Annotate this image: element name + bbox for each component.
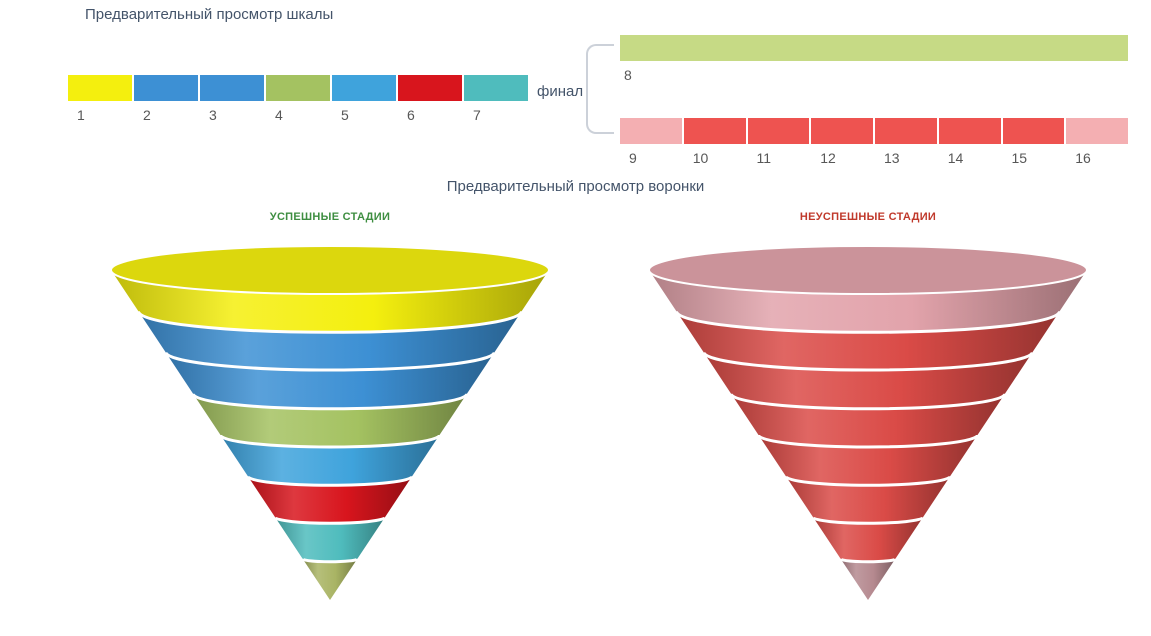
funnel-layer-8 bbox=[840, 558, 896, 600]
funnel-separator bbox=[164, 351, 496, 372]
stage-2: 2 bbox=[134, 75, 198, 123]
stage-color-swatch bbox=[875, 118, 937, 144]
scale-preview-title: Предварительный просмотр шкалы bbox=[85, 6, 334, 23]
funnel-separator bbox=[729, 393, 1007, 411]
stage-color-swatch bbox=[747, 118, 810, 144]
funnel-separator bbox=[784, 475, 952, 487]
stage-number-label: 14 bbox=[947, 150, 964, 166]
final-bracket bbox=[586, 44, 614, 134]
stage-5: 5 bbox=[332, 75, 396, 123]
stage-number-label: 3 bbox=[209, 107, 217, 123]
final-stage-bar: 8 bbox=[620, 35, 1128, 83]
funnel-layer-2 bbox=[676, 311, 1060, 371]
stage-1: 1 bbox=[68, 75, 132, 123]
funnel-layer-3 bbox=[165, 352, 495, 409]
fail-funnel-label: НЕУСПЕШНЫЕ СТАДИИ bbox=[799, 211, 937, 223]
funnel-layer-5 bbox=[220, 435, 440, 486]
stage-color-swatch bbox=[620, 35, 1128, 61]
stage-number-label: 7 bbox=[473, 107, 481, 123]
stage-number-label: 1 bbox=[77, 107, 85, 123]
stage-3: 3 bbox=[200, 75, 264, 123]
stage-16: 16 bbox=[1066, 118, 1128, 166]
funnel-preview-title: Предварительный просмотр воронки bbox=[446, 178, 705, 195]
stage-14: 14 bbox=[938, 118, 1001, 166]
stage-number-label: 11 bbox=[756, 150, 772, 166]
funnel-layer-7 bbox=[813, 517, 923, 562]
funnel-layer-6 bbox=[785, 476, 951, 524]
stage-number-label: 9 bbox=[629, 150, 637, 166]
success-stage-row: 1 2 3 4 5 6 7 bbox=[68, 75, 528, 123]
stage-color-swatch bbox=[200, 75, 264, 101]
stage-number-label: 6 bbox=[407, 107, 415, 123]
stage-number-label: 16 bbox=[1075, 150, 1091, 166]
stage-color-swatch bbox=[620, 118, 682, 144]
stage-color-swatch bbox=[464, 75, 528, 101]
funnel-separator bbox=[246, 475, 414, 487]
funnel-separator bbox=[674, 310, 1062, 334]
stage-15: 15 bbox=[1002, 118, 1065, 166]
stage-number-label: 10 bbox=[692, 150, 709, 166]
stage-color-swatch bbox=[68, 75, 132, 101]
success-funnel-chart bbox=[110, 245, 550, 600]
stage-4: 4 bbox=[266, 75, 330, 123]
stage-13: 13 bbox=[875, 118, 937, 166]
stage-number-label: 12 bbox=[820, 150, 836, 166]
stage-color-swatch bbox=[683, 118, 746, 144]
funnel-layer-6 bbox=[247, 476, 413, 524]
stage-color-swatch bbox=[266, 75, 330, 101]
funnel-layer-8 bbox=[302, 558, 358, 600]
stage-color-swatch bbox=[938, 118, 1001, 144]
funnel-separator bbox=[219, 434, 441, 449]
stage-number-label: 8 bbox=[624, 67, 632, 83]
stage-number-label: 5 bbox=[341, 107, 349, 123]
success-funnel-label: УСПЕШНЫЕ СТАДИИ bbox=[269, 211, 391, 223]
stage-6: 6 bbox=[398, 75, 462, 123]
funnel-layer-1 bbox=[111, 270, 549, 333]
funnel-separator bbox=[136, 310, 524, 334]
funnel-layer-5 bbox=[758, 435, 978, 486]
funnel-separator bbox=[839, 557, 897, 564]
funnel-layer-3 bbox=[703, 352, 1033, 409]
stage-color-swatch bbox=[811, 118, 873, 144]
fail-funnel-chart bbox=[648, 245, 1088, 600]
fail-stage-row: 9 10 11 12 13 14 15 16 bbox=[620, 118, 1128, 166]
funnel-layer-2 bbox=[138, 311, 522, 371]
stage-number-label: 15 bbox=[1011, 150, 1028, 166]
stage-color-swatch bbox=[332, 75, 396, 101]
stage-color-swatch bbox=[398, 75, 462, 101]
final-label: финал bbox=[537, 83, 584, 100]
stage-number-label: 4 bbox=[275, 107, 283, 123]
stage-11: 11 bbox=[747, 118, 810, 166]
funnel-separator bbox=[301, 557, 359, 564]
funnel-separator bbox=[811, 516, 925, 525]
funnel-layer-1 bbox=[649, 270, 1087, 333]
stage-color-swatch bbox=[1002, 118, 1065, 144]
stage-number-label: 13 bbox=[884, 150, 900, 166]
stage-8: 8 bbox=[620, 35, 1128, 83]
funnel-layer-7 bbox=[275, 517, 385, 562]
funnel-separator bbox=[757, 434, 979, 449]
stage-10: 10 bbox=[683, 118, 746, 166]
stage-9: 9 bbox=[620, 118, 682, 166]
stage-12: 12 bbox=[811, 118, 873, 166]
stage-color-swatch bbox=[134, 75, 198, 101]
stage-color-swatch bbox=[1066, 118, 1128, 144]
stage-number-label: 2 bbox=[143, 107, 151, 123]
funnel-top-face bbox=[648, 245, 1088, 295]
stage-7: 7 bbox=[464, 75, 528, 123]
funnel-separator bbox=[273, 516, 387, 525]
funnel-separator bbox=[702, 351, 1034, 372]
funnel-separator bbox=[191, 393, 469, 411]
funnel-top-face bbox=[110, 245, 550, 295]
